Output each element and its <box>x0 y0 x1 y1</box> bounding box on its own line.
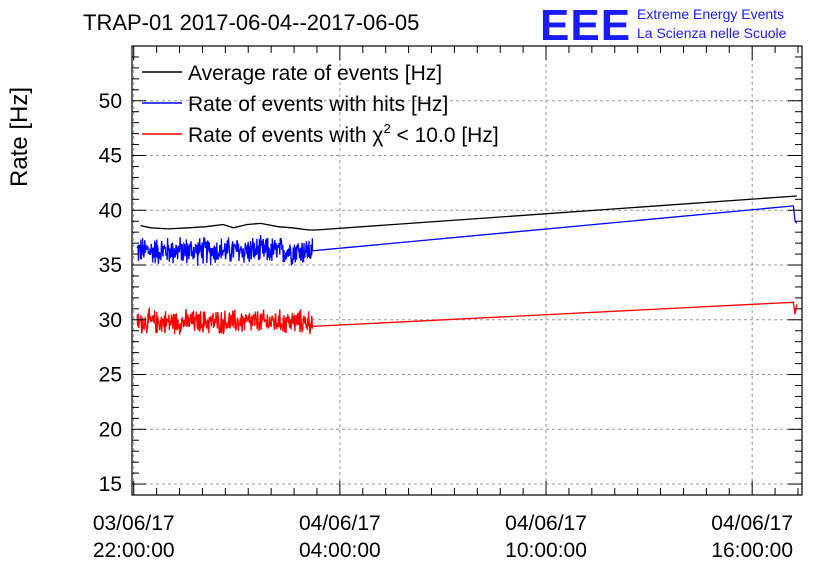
logo-mark: EEE <box>540 1 631 50</box>
legend-label-hits: Rate of events with hits [Hz] <box>188 93 448 116</box>
legend-chi2-suffix: < 10.0 [Hz] <box>391 124 499 147</box>
x-tick-time: 16:00:00 <box>711 539 793 562</box>
x-tick-date: 04/06/17 <box>505 512 587 535</box>
chart-title: TRAP-01 2017-06-04--2017-06-05 <box>83 10 419 35</box>
y-axis-label: Rate [Hz] <box>6 87 33 187</box>
y-tick-label: 50 <box>99 90 122 113</box>
y-tick-label: 30 <box>99 309 122 332</box>
legend-chi2-sup: 2 <box>383 121 390 136</box>
logo-line-1: Extreme Energy Events <box>637 6 784 22</box>
logo-line-2: La Scienza nelle Scuole <box>637 25 787 41</box>
x-tick-date: 03/06/17 <box>93 512 175 535</box>
series-lines <box>136 195 798 335</box>
y-tick-label: 15 <box>99 473 122 496</box>
y-tick-label: 25 <box>99 364 122 387</box>
legend-chi2-prefix: Rate of events with χ <box>188 124 383 147</box>
x-tick-time: 10:00:00 <box>505 539 587 562</box>
series-line-chi2 <box>136 301 798 335</box>
legend-label-chi2: Rate of events with χ2 < 10.0 [Hz] <box>188 121 499 147</box>
x-tick-date: 04/06/17 <box>711 512 793 535</box>
grid-lines <box>132 46 802 495</box>
eee-logo: EEE Extreme Energy Events La Scienza nel… <box>540 1 787 50</box>
x-tick-time: 04:00:00 <box>299 539 381 562</box>
axis-ticks <box>132 46 802 496</box>
series-line-hits <box>136 205 798 266</box>
series-line-average <box>140 195 797 231</box>
x-tick-date: 04/06/17 <box>299 512 381 535</box>
tick-labels: 15 20 25 30 35 40 45 50 03/06/17 22:00:00 04/06/17… <box>93 90 793 562</box>
legend-label-average: Average rate of events [Hz] <box>188 62 442 85</box>
plot-frame <box>131 45 803 496</box>
y-tick-label: 35 <box>99 254 122 277</box>
legend: Average rate of events [Hz] Rate of even… <box>142 62 499 147</box>
y-tick-label: 45 <box>99 145 122 168</box>
y-tick-label: 40 <box>99 199 122 222</box>
y-tick-label: 20 <box>99 418 122 441</box>
x-tick-time: 22:00:00 <box>93 539 175 562</box>
